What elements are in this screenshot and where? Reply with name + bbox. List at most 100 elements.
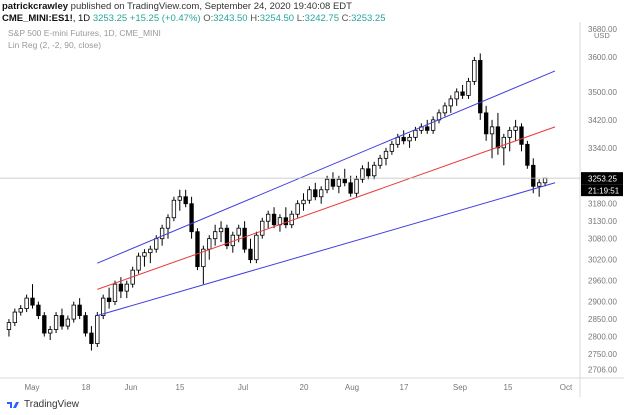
candle-body: [18, 308, 23, 313]
tradingview-logo[interactable]: TradingView: [6, 399, 79, 410]
candle-body: [295, 203, 300, 215]
candle-body: [542, 177, 548, 184]
upper-channel-line: [97, 70, 556, 264]
candle-body: [59, 315, 65, 327]
candle-body: [112, 283, 118, 303]
candle-body: [519, 126, 524, 145]
candle-body: [212, 231, 218, 240]
time-tick-label: 15: [176, 383, 185, 392]
time-tick-label: 20: [300, 383, 309, 392]
candle-body: [171, 199, 177, 219]
candle-body: [377, 157, 383, 166]
candle-body: [71, 304, 76, 320]
lower-channel-line: [97, 182, 556, 317]
candle-body: [525, 143, 530, 166]
time-tick-label: May: [24, 383, 39, 392]
symbol-ohlc-line: CME_MINI:ES1!, 1D 3253.25 +15.25 (+0.47%…: [2, 13, 386, 24]
candle-body: [454, 91, 459, 100]
candle-body: [460, 91, 465, 96]
candle-body: [448, 98, 453, 107]
candle-body: [413, 129, 418, 138]
high-value: 3254.50: [259, 13, 295, 24]
candle-body: [154, 238, 159, 250]
candle-body: [48, 329, 53, 334]
candle-body: [489, 126, 495, 135]
price-tick-label: 3420.00: [588, 116, 617, 125]
author-name[interactable]: patrickcrawley: [2, 1, 69, 12]
symbol-name[interactable]: CME_MINI:ES1!: [2, 13, 73, 24]
candle-body: [254, 234, 259, 261]
close-value: 3253.25: [351, 13, 386, 24]
price-tick-label: 2850.00: [588, 315, 617, 324]
chart-title[interactable]: S&P 500 E-mini Futures, 1D, CME_MINI: [8, 28, 161, 38]
candle-body: [442, 105, 448, 114]
time-tick-label: 15: [504, 383, 513, 392]
candle-body: [342, 178, 347, 184]
candle-body: [307, 189, 312, 201]
candle-body: [177, 196, 182, 201]
candle-body: [195, 231, 200, 268]
candle-body: [354, 178, 359, 194]
price-change: +15.25 (+0.47%): [129, 13, 201, 24]
candle-body: [201, 248, 206, 268]
candle-body: [319, 189, 324, 198]
candle-body: [265, 213, 271, 222]
candle-body: [65, 318, 71, 327]
candle-body: [242, 227, 247, 250]
last-price: 3253.25: [92, 13, 128, 24]
candle-body: [148, 248, 153, 254]
candle-body: [513, 126, 518, 131]
regression-midline: [97, 126, 556, 290]
candle-body: [207, 238, 212, 250]
candle-body: [236, 227, 241, 236]
candle-body: [507, 129, 512, 138]
price-tick-label: 2800.00: [588, 333, 617, 342]
candle-body: [330, 178, 336, 187]
candle-body: [260, 220, 265, 236]
price-chart[interactable]: 3680.00 3600.00 3500.00 3420.00 3340.00 3180.…: [0, 22, 624, 397]
price-tick-label: 2960.00: [588, 277, 617, 286]
price-tick-label: 3680.00: [588, 25, 617, 34]
candle-body: [336, 178, 342, 187]
time-tick-label: 18: [82, 383, 91, 392]
price-tick-label: 3600.00: [588, 53, 617, 62]
tradingview-icon: [7, 401, 19, 408]
low-value: 3242.75: [304, 13, 339, 24]
candle-body: [6, 322, 12, 330]
time-tick-label: Oct: [560, 383, 573, 392]
countdown-tag: [581, 184, 623, 197]
candle-body: [383, 150, 389, 159]
current-price-label: 3253.25: [588, 175, 617, 184]
candle-body: [472, 60, 477, 82]
candle-body: [348, 182, 353, 194]
candle-body: [360, 168, 365, 180]
candle-body: [183, 196, 188, 205]
candle-body: [501, 136, 506, 149]
candle-body: [159, 227, 165, 240]
candle-body: [466, 81, 471, 96]
candle-body: [124, 283, 129, 292]
candle-body: [425, 126, 430, 131]
candle-body: [301, 199, 306, 205]
candle-body: [89, 332, 94, 344]
candle-body: [36, 304, 41, 316]
price-tick-label: 3130.00: [588, 217, 617, 226]
publish-info: published on TradingView.com, September …: [70, 1, 352, 12]
candle-body: [324, 178, 330, 191]
candle-body: [283, 217, 289, 226]
candle-body: [401, 136, 406, 142]
candle-body: [95, 315, 100, 344]
time-tick-label: Aug: [345, 383, 359, 392]
time-tick-label: Sep: [453, 383, 468, 392]
candle-body: [495, 126, 501, 149]
candle-body: [42, 315, 47, 334]
open-value: 3243.50: [213, 13, 248, 24]
price-tick-label: 3080.00: [588, 235, 617, 244]
price-tick-label: 3020.00: [588, 256, 617, 265]
candle-body: [83, 315, 88, 334]
indicator-label[interactable]: Lin Reg (2, -2, 90, close): [8, 40, 102, 50]
candle-body: [531, 164, 536, 187]
interval-label: 1D: [78, 13, 91, 24]
price-tick-label: 3180.00: [588, 200, 617, 209]
price-tick-label: 3500.00: [588, 88, 617, 97]
